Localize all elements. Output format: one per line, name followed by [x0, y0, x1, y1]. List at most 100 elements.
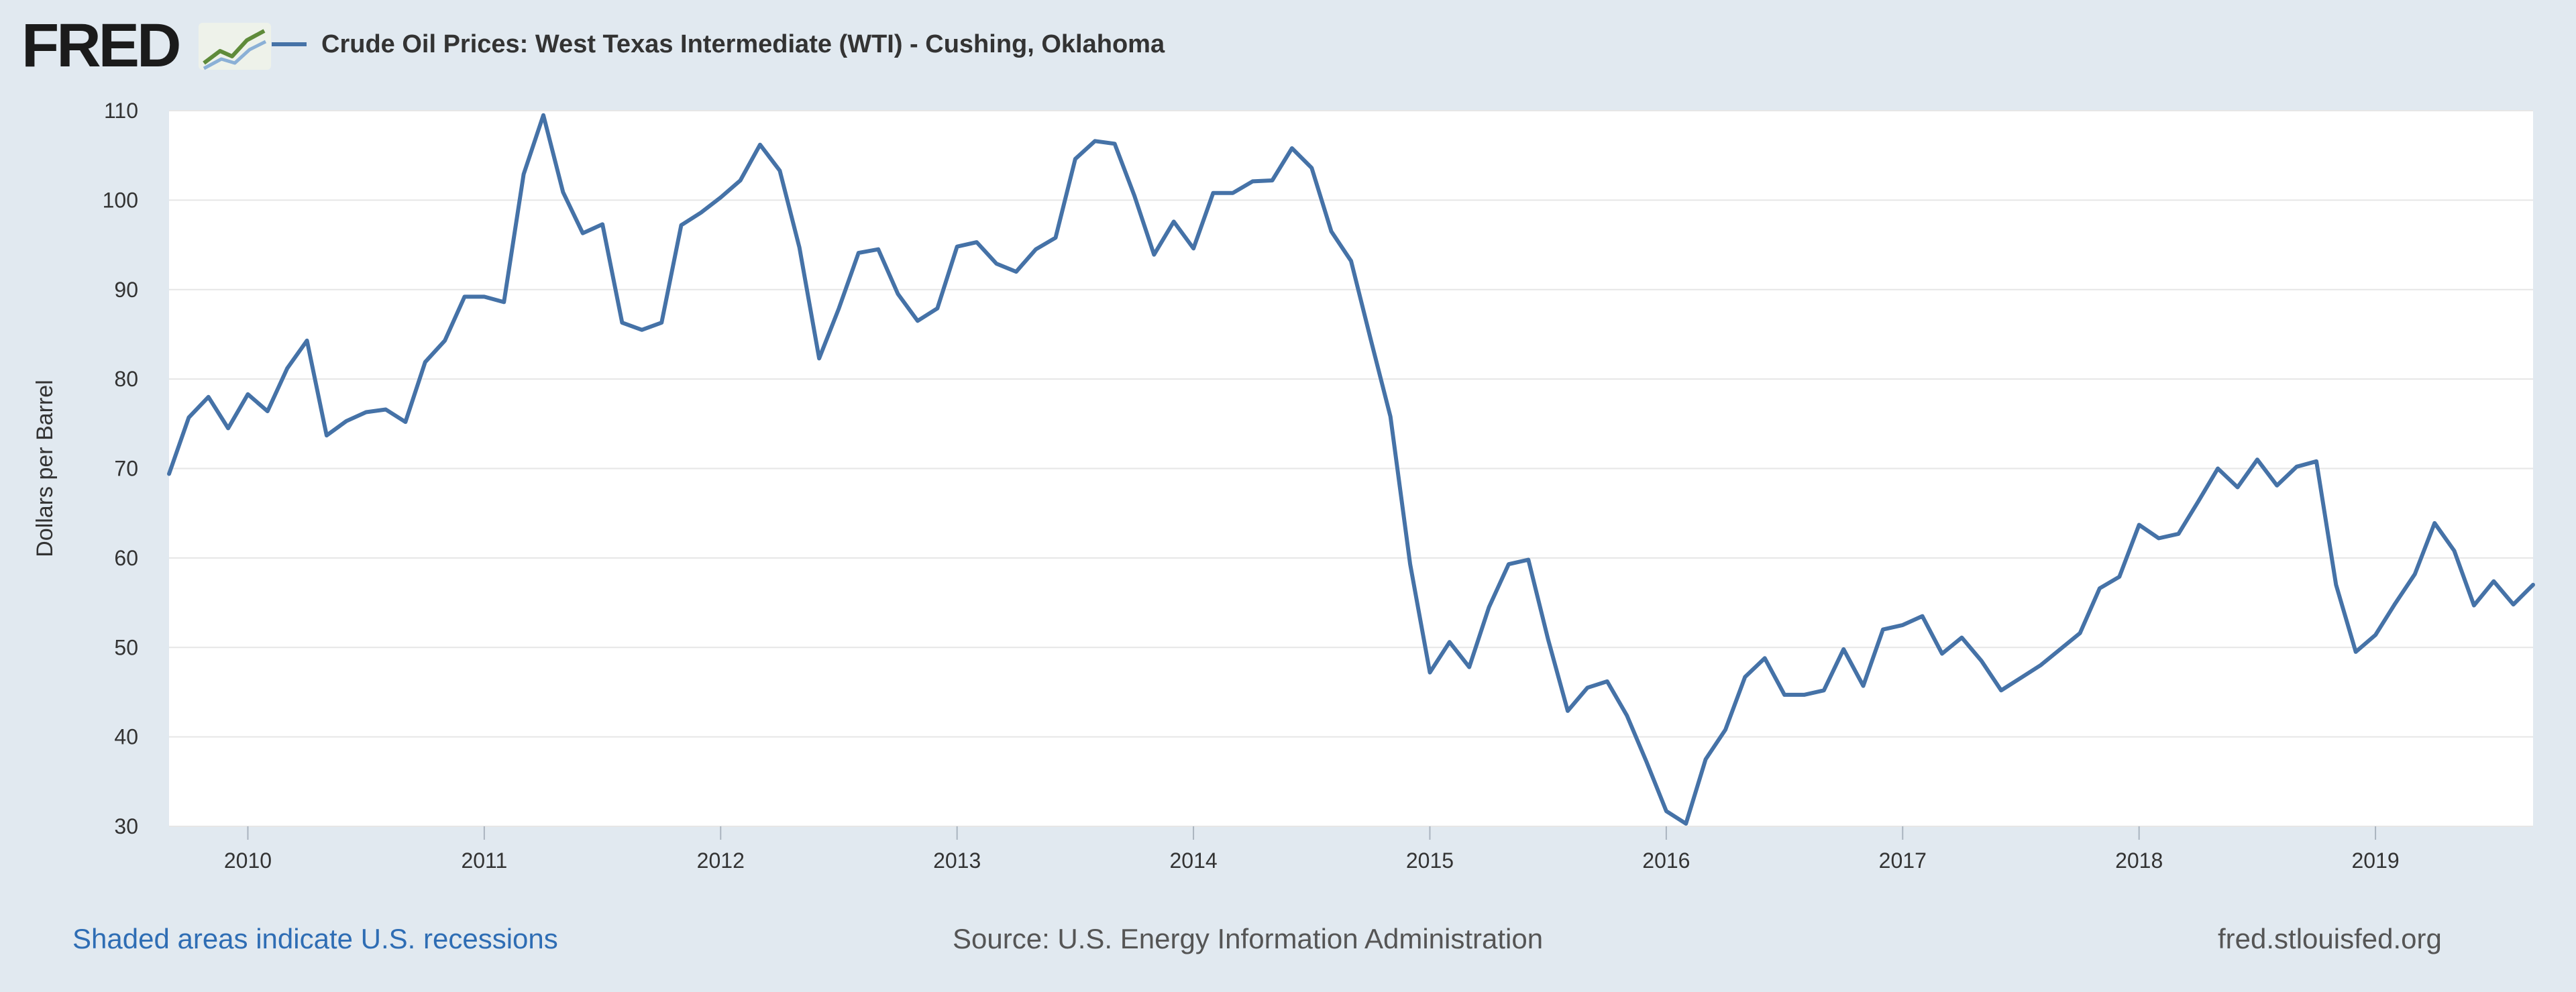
legend-swatch [272, 42, 307, 46]
data-point [957, 246, 958, 247]
data-point [1646, 761, 1648, 763]
data-point [562, 191, 564, 192]
data-point [1331, 231, 1332, 232]
data-point [286, 368, 288, 369]
data-point [405, 421, 406, 423]
series-line-wti[interactable] [167, 113, 2535, 826]
data-point [839, 308, 840, 309]
data-point [1153, 254, 1155, 256]
data-point [1685, 823, 1686, 824]
x-tick-label: 2018 [2115, 848, 2163, 873]
data-point [188, 417, 189, 419]
chart-header: FRED Crude Oil Prices: West Texas Interm… [0, 0, 2576, 101]
y-tick-label: 60 [114, 546, 138, 570]
x-tick-label: 2012 [697, 848, 745, 873]
data-point [976, 241, 977, 243]
data-point [641, 329, 643, 331]
data-point [345, 421, 347, 422]
x-tick-label: 2013 [933, 848, 981, 873]
data-point [2375, 635, 2376, 636]
data-point [2099, 588, 2100, 589]
data-point [602, 223, 603, 225]
data-point [917, 320, 918, 321]
data-point [2139, 525, 2140, 526]
x-tick-labels: 2010 2011 2012 2013 2014 2015 2016 2017 2018 2019 [224, 848, 2400, 873]
data-point [1607, 681, 1608, 682]
data-point [2118, 576, 2120, 577]
data-point [1430, 672, 1431, 673]
y-tick-label: 70 [114, 457, 138, 481]
data-point [484, 296, 485, 297]
data-point [720, 197, 721, 198]
data-point [1941, 653, 1943, 655]
data-point [2473, 605, 2475, 606]
y-tick-label: 40 [114, 725, 138, 749]
y-tick-label: 110 [104, 99, 138, 123]
data-point [1350, 260, 1352, 262]
data-point [2513, 604, 2514, 605]
data-point [1311, 167, 1312, 168]
data-point [1567, 710, 1568, 712]
data-point [1134, 195, 1135, 197]
data-point [2296, 466, 2298, 467]
data-point [1744, 676, 1746, 677]
data-point [759, 144, 761, 146]
data-point [168, 474, 170, 475]
x-tick-label: 2011 [461, 848, 507, 873]
data-point [1291, 148, 1293, 149]
data-point [2059, 649, 2061, 650]
line-graph-icon [199, 23, 271, 70]
site-url[interactable]: fred.stlouisfed.org [2218, 923, 2442, 954]
y-tick-label: 50 [114, 635, 138, 659]
data-point [2257, 459, 2258, 460]
y-tick-label: 80 [114, 367, 138, 391]
data-point [779, 170, 780, 171]
data-point [366, 412, 367, 413]
data-point [661, 322, 662, 323]
data-point [2237, 487, 2239, 488]
data-point [2434, 522, 2435, 524]
data-point [2414, 573, 2416, 575]
data-point [1468, 667, 1470, 668]
data-point [1508, 563, 1509, 565]
data-point [2000, 690, 2002, 691]
data-point [503, 301, 504, 302]
legend[interactable]: Crude Oil Prices: West Texas Intermediat… [272, 25, 1165, 63]
data-point [740, 180, 741, 181]
data-point [700, 212, 702, 213]
data-point [1055, 237, 1057, 238]
legend-label: Crude Oil Prices: West Texas Intermediat… [321, 30, 1165, 58]
data-point [1705, 759, 1707, 760]
data-point [326, 435, 327, 436]
data-point [1075, 158, 1076, 160]
data-point [425, 362, 426, 363]
data-point [227, 428, 229, 429]
x-tick-label: 2010 [224, 848, 272, 873]
data-point [1548, 639, 1549, 640]
x-tick-label: 2014 [1169, 848, 1217, 873]
data-point [898, 293, 899, 294]
data-point [1252, 180, 1253, 182]
data-point [464, 296, 466, 297]
y-axis-title: Dollars per Barrel [32, 380, 58, 557]
y-tick-label: 90 [114, 278, 138, 302]
data-point [1370, 339, 1371, 340]
data-point [1902, 624, 1903, 626]
data-point [582, 233, 584, 234]
data-point [2316, 461, 2317, 462]
data-point [1764, 657, 1766, 659]
data-point [2532, 584, 2534, 586]
data-point [523, 174, 525, 175]
data-point [543, 115, 544, 116]
data-point [1232, 192, 1234, 194]
data-point [1016, 271, 1017, 272]
recessions-note-link[interactable]: Shaded areas indicate U.S. recessions [72, 923, 558, 954]
data-point [1823, 690, 1825, 691]
data-point [2198, 501, 2199, 502]
data-point [877, 249, 879, 250]
data-point [267, 410, 268, 412]
data-point [2355, 651, 2357, 653]
x-tick-label: 2019 [2351, 848, 2399, 873]
data-point [385, 409, 386, 410]
